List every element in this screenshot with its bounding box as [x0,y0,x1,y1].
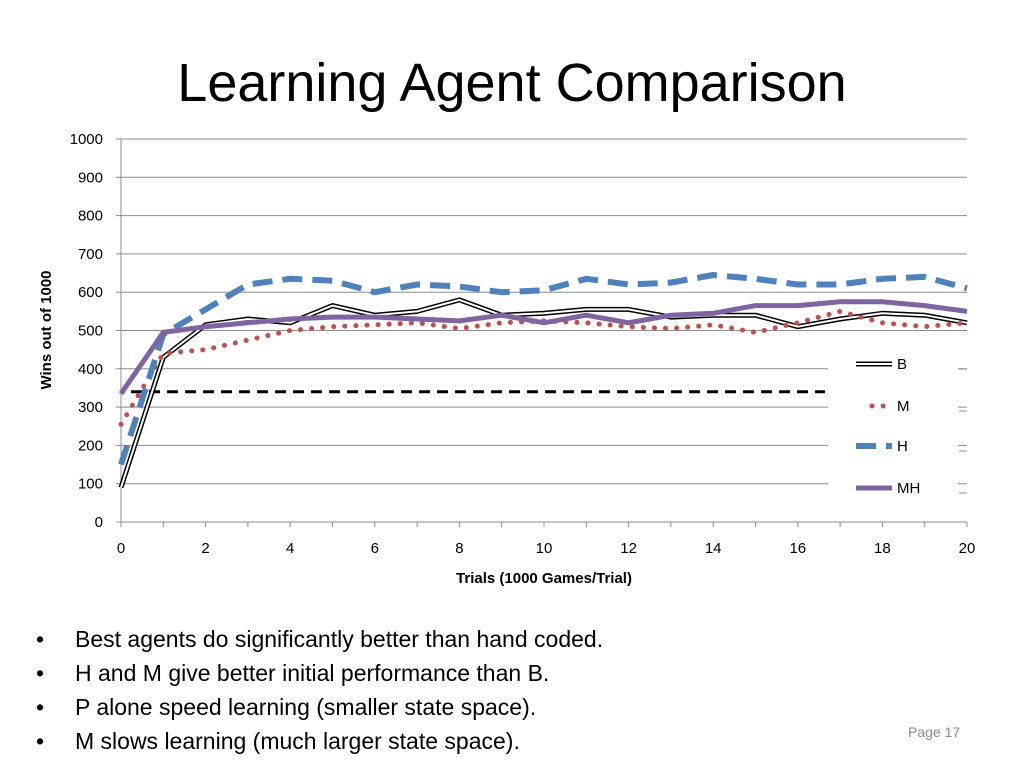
series-mh [118,299,968,396]
tick-labels: 0 100 200 300 400 500 600 700 800 900 1000 0 2 4 6 8 10 1… [70,131,976,557]
line-chart: 0 100 200 300 400 500 600 700 800 900 1000 0 2 4 6 8 10 1… [38,131,976,587]
legend-label-h: H [897,438,908,455]
y-tick-label: 1000 [70,131,103,148]
y-tick-label: 0 [95,514,103,531]
bullet-item: • M slows learning (much larger state sp… [36,724,603,758]
bullet-item: • P alone speed learning (smaller state … [36,690,603,724]
bullet-symbol: • [36,728,45,754]
x-axis-title: Trials (1000 Games/Trial) [456,570,632,587]
bullet-text: P alone speed learning (smaller state sp… [75,694,537,720]
y-tick-label: 800 [78,208,103,225]
legend-label-mh: MH [897,480,920,497]
y-tick-label: 500 [78,323,103,340]
y-tick-label: 900 [78,169,103,186]
x-tick-label: 0 [117,540,125,557]
y-tick-label: 600 [78,284,103,301]
bullet-symbol: • [36,694,45,720]
bullet-item: • H and M give better initial performanc… [36,656,603,690]
x-tick-label: 4 [286,540,294,557]
legend-background [828,345,958,510]
y-tick-label: 200 [78,437,103,454]
page-number: Page 17 [908,724,961,740]
x-tick-label: 2 [201,540,209,557]
y-tick-label: 400 [78,361,103,378]
x-tick-label: 18 [874,540,891,557]
bullet-text: M slows learning (much larger state spac… [75,728,520,754]
y-tick-label: 300 [78,399,103,416]
x-tick-label: 10 [536,540,553,557]
series-h [118,272,968,466]
bullet-symbol: • [36,660,45,686]
bullet-text: H and M give better initial performance … [75,660,550,686]
x-tick-label: 20 [959,540,976,557]
bullet-list: • Best agents do significantly better th… [36,622,603,758]
bullet-text: Best agents do significantly better than… [75,626,604,652]
y-tick-label: 700 [78,246,103,263]
y-axis-title: Wins out of 1000 [38,270,55,389]
x-tick-label: 6 [371,540,379,557]
y-tick-label: 100 [78,476,103,493]
legend-label-b: B [897,356,907,373]
series-group [118,272,970,489]
x-tick-label: 14 [705,540,722,557]
x-tick-label: 8 [455,540,463,557]
legend-label-m: M [897,398,910,415]
slide-title: Learning Agent Comparison [177,53,847,113]
bullet-symbol: • [36,626,45,652]
x-tick-label: 12 [620,540,637,557]
bullet-item: • Best agents do significantly better th… [36,622,603,656]
series-h-line [118,272,968,466]
x-tick-label: 16 [789,540,806,557]
series-mh-line [118,299,968,396]
gridlines [121,138,967,485]
